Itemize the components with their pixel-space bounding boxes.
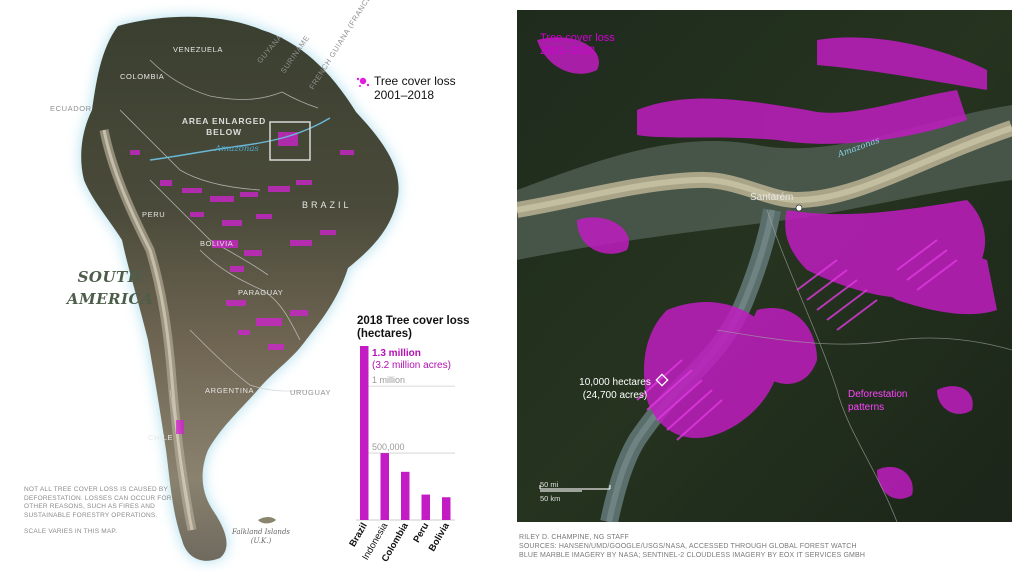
right-map-legend: Tree cover loss 2001–2018 (540, 32, 615, 58)
hectare-diamond (655, 373, 669, 387)
deforestation-patterns-label: Deforestation patterns (848, 388, 907, 414)
label-peru: PERU (142, 210, 166, 219)
continent-landmass (81, 16, 399, 561)
legend-title: Tree cover loss (374, 74, 456, 88)
gridline-label-0: 1 million (372, 375, 405, 385)
enlarged-area-label-line2: BELOW (206, 127, 242, 137)
label-uruguay: URUGUAY (290, 388, 332, 397)
label-chile: CHILE (148, 433, 174, 442)
falkland-label-line2: (U.K.) (250, 537, 272, 545)
credit-author: RILEY D. CHAMPINE, NG STAFF (519, 534, 629, 541)
hectare-label-line2: (24,700 acres) (582, 390, 648, 401)
credit-sources: SOURCES: HANSEN/UMD/GOOGLE/USGS/NASA, AC… (519, 542, 857, 550)
falkland-islands-label: Falkland Islands (U.K.) (232, 528, 290, 546)
scale-bars (539, 485, 611, 492)
continent-relief (81, 16, 399, 561)
legend-years: 2001–2018 (374, 88, 435, 102)
top-value-label: 1.3 million (372, 348, 421, 359)
right-legend-years: 2001–2018 (540, 45, 596, 57)
right-legend-title: Tree cover loss (540, 32, 615, 44)
santarem-label: Santarém (750, 192, 794, 203)
bar-peru (421, 494, 430, 520)
deforestation-label-line2: patterns (848, 402, 885, 413)
deforestation-label-line1: Deforestation (848, 389, 908, 400)
scale-miles-label: 50 mi (540, 480, 559, 489)
label-argentina: ARGENTINA (205, 386, 255, 395)
continent-label-line2: AMERICA (66, 290, 154, 308)
bar-bolivia (442, 497, 451, 520)
south-america-map: VENEZUELA COLOMBIA ECUADOR PERU BRAZIL B… (0, 0, 505, 571)
amazonas-river-label: Amazonas (215, 144, 259, 154)
scale-km-label: 50 km (540, 494, 561, 503)
continent-label: SOUTH AMERICA (64, 266, 156, 310)
label-bolivia: BOLIVIA (200, 239, 234, 248)
satellite-imagery (517, 10, 1012, 522)
bar-chart-title-line1: 2018 Tree cover loss (357, 315, 470, 327)
scale-note: SCALE VARIES IN THIS MAP. (24, 528, 118, 535)
label-paraguay: PARAGUAY (238, 288, 284, 297)
bar-label-peru: Peru (411, 521, 431, 545)
bar-colombia (401, 471, 410, 520)
enlarged-area-label-line1: AREA ENLARGED (181, 116, 267, 126)
bar-chart-title-line2: (hectares) (357, 328, 412, 340)
bar-brazil (360, 346, 369, 520)
santarem-satellite-map (517, 10, 1012, 522)
top-value-acres-label: (3.2 million acres) (372, 360, 451, 371)
continent-label-line1: SOUTH (77, 268, 143, 286)
label-ecuador: ECUADOR (50, 104, 92, 113)
bar-indonesia (380, 453, 389, 520)
bar-label-bolivia: Bolivia (427, 520, 452, 553)
label-brazil: BRAZIL (302, 200, 352, 210)
credits: RILEY D. CHAMPINE, NG STAFF SOURCES: HAN… (519, 534, 865, 560)
label-colombia: COLOMBIA (120, 72, 165, 81)
hectare-label: 10,000 hectares (24,700 acres) (570, 376, 660, 402)
tree-cover-legend: Tree cover loss 2001–2018 (374, 74, 456, 102)
hectare-label-line1: 10,000 hectares (579, 377, 651, 388)
falkland-label-line1: Falkland Islands (232, 528, 291, 536)
santarem-marker (795, 204, 803, 212)
credit-imagery: BLUE MARBLE IMAGERY BY NASA; SENTINEL-2 … (519, 551, 866, 559)
label-venezuela: VENEZUELA (173, 45, 223, 54)
footnote: NOT ALL TREE COVER LOSS IS CAUSED BY DEF… (24, 486, 172, 519)
legend-swatch (356, 77, 370, 87)
enlarged-area-box (269, 121, 311, 161)
enlarged-area-label: AREA ENLARGED BELOW (176, 116, 272, 138)
gridline-label-1: 500,000 (372, 442, 405, 452)
bar-chart-title: 2018 Tree cover loss (hectares) (357, 315, 470, 341)
